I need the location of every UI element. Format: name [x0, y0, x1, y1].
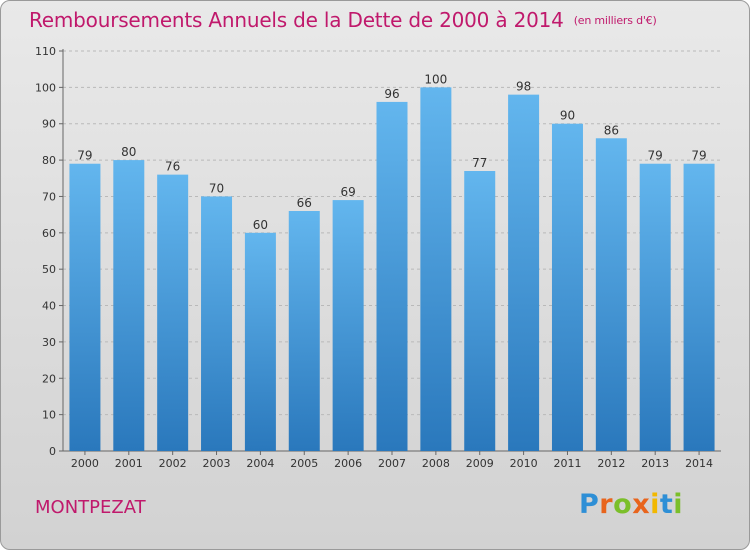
value-label: 100	[424, 72, 447, 86]
x-tick-label: 2000	[71, 457, 99, 470]
value-label: 77	[472, 156, 487, 170]
x-tick-label: 2002	[159, 457, 187, 470]
bar-2013	[639, 163, 671, 451]
x-tick-label: 2012	[597, 457, 625, 470]
value-label: 66	[297, 196, 312, 210]
value-label: 79	[648, 149, 663, 163]
x-tick-label: 2003	[203, 457, 231, 470]
value-label: 90	[560, 109, 575, 123]
bar-2011	[551, 123, 583, 452]
value-label: 96	[384, 87, 399, 101]
bar-2008	[420, 87, 452, 451]
title-text: Remboursements Annuels de la Dette de 20…	[29, 8, 564, 32]
title-unit: (en milliers d'€)	[573, 14, 657, 27]
y-tick-label: 60	[42, 227, 56, 240]
y-tick-label: 110	[35, 45, 56, 58]
value-label: 98	[516, 80, 531, 94]
x-tick-label: 2005	[290, 457, 318, 470]
y-tick-label: 80	[42, 154, 56, 167]
labels: 79 2000 80 2001 76 2002 70 2003 60 2004 66 2005 69 20…	[71, 72, 713, 470]
place-name: MONTPEZAT	[35, 497, 146, 518]
x-tick-label: 2001	[115, 457, 143, 470]
bar-2002	[157, 174, 189, 452]
x-tick-label: 2014	[685, 457, 713, 470]
x-tick-label: 2006	[334, 457, 362, 470]
y-tick-label: 90	[42, 118, 56, 131]
y-tick-label: 0	[49, 445, 56, 458]
value-label: 60	[253, 218, 268, 232]
x-tick-label: 2008	[422, 457, 450, 470]
value-label: 79	[691, 149, 706, 163]
x-tick-label: 2013	[641, 457, 669, 470]
y-tick-label: 20	[42, 372, 56, 385]
x-tick-label: 2007	[378, 457, 406, 470]
x-tick-label: 2011	[553, 457, 581, 470]
x-tick-label: 2010	[510, 457, 538, 470]
bar-2012	[595, 138, 627, 452]
y-tick-label: 40	[42, 300, 56, 313]
x-tick-label: 2004	[246, 457, 274, 470]
value-label: 79	[77, 149, 92, 163]
x-tick-label: 2009	[466, 457, 494, 470]
chart-title: Remboursements Annuels de la Dette de 20…	[29, 8, 657, 32]
proxiti-logo: Proxiti	[579, 489, 684, 520]
value-label: 80	[121, 145, 136, 159]
bar-2004	[244, 232, 276, 451]
value-label: 76	[165, 160, 180, 174]
bar-2007	[376, 101, 408, 451]
bars	[69, 87, 715, 452]
y-tick-label: 10	[42, 409, 56, 422]
y-tick-label: 70	[42, 190, 56, 203]
bar-2014	[683, 163, 715, 451]
value-label: 69	[340, 185, 355, 199]
y-tick-label: 30	[42, 336, 56, 349]
bar-2009	[464, 171, 496, 451]
value-label: 70	[209, 181, 224, 195]
bar-2000	[69, 163, 101, 451]
bar-2005	[288, 211, 320, 451]
value-label: 86	[604, 123, 619, 137]
bar-2001	[113, 160, 145, 451]
y-tick-label: 50	[42, 263, 56, 276]
bar-2003	[201, 196, 233, 451]
bar-2006	[332, 200, 364, 451]
bar-2010	[508, 94, 540, 452]
y-tick-label: 100	[35, 81, 56, 94]
